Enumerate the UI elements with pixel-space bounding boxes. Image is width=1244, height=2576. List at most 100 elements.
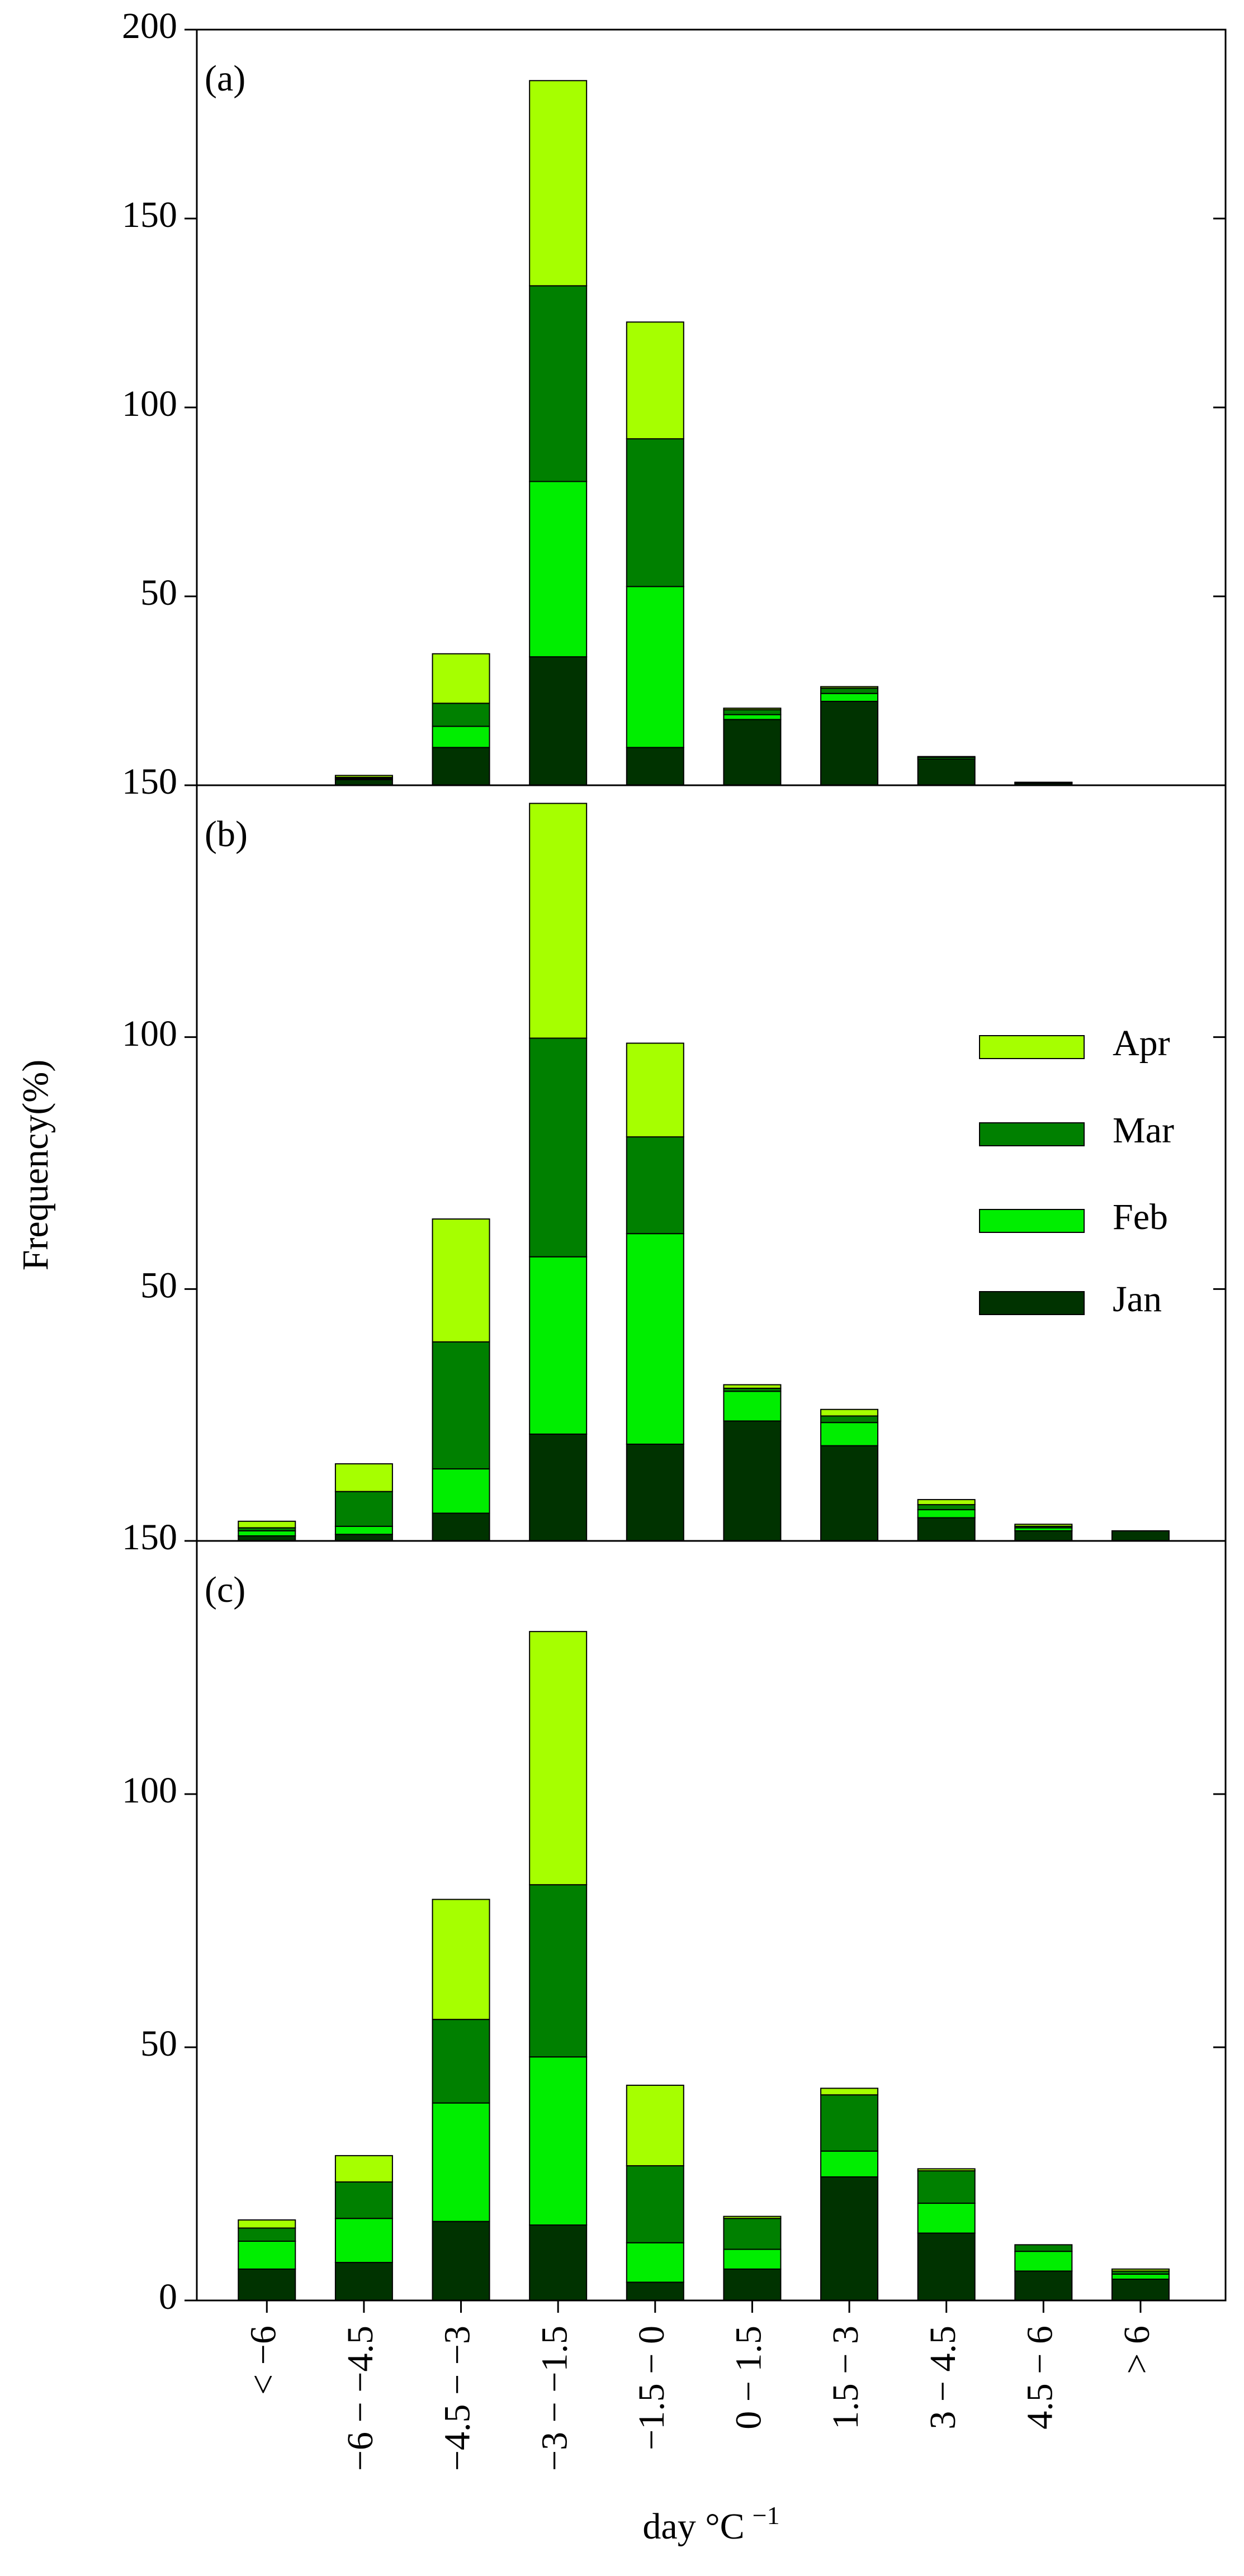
bar-segment <box>626 438 684 587</box>
bar-segment <box>1111 1530 1170 1542</box>
bar-segment <box>626 2281 684 2302</box>
bar-segment <box>626 1136 684 1235</box>
bar-segment <box>529 481 588 658</box>
bar-segment <box>432 1341 490 1470</box>
bar-segment <box>917 1517 976 1541</box>
bar-segment <box>626 747 684 786</box>
bar-segment <box>820 1415 879 1424</box>
bar-segment <box>432 1512 490 1542</box>
bar-segment <box>529 803 588 1039</box>
bar-segment <box>917 2203 976 2234</box>
bar-segment <box>626 586 684 748</box>
y-tick-label: 200 <box>122 6 177 46</box>
bar-segment <box>723 2248 782 2270</box>
bar-segment <box>820 2088 879 2096</box>
bar-segment <box>820 1422 879 1446</box>
bar-segment <box>1014 1524 1073 1527</box>
bar-segment <box>529 656 588 786</box>
bar-segment <box>432 747 490 786</box>
y-tick-label: 150 <box>122 1517 177 1558</box>
bar-segment <box>238 1530 296 1536</box>
x-tick-label: −4.5 − −3 <box>437 2326 478 2471</box>
bar-segment <box>1014 2244 1073 2252</box>
bar-segment <box>529 2056 588 2226</box>
bar-segment <box>626 2165 684 2243</box>
bar-segment <box>1111 2268 1170 2272</box>
y-tick-label: 100 <box>122 1770 177 1811</box>
bar-segment <box>917 2168 976 2172</box>
bar-segment <box>820 1408 879 1417</box>
x-tick-label: −3 − −1.5 <box>534 2326 575 2471</box>
bar-segment <box>334 2218 393 2264</box>
panel-label: (a) <box>205 58 245 99</box>
y-tick-label: 50 <box>140 2023 177 2064</box>
bar-segment <box>820 1445 879 1541</box>
bar-segment <box>917 1509 976 1519</box>
bar-segment <box>626 2242 684 2283</box>
y-tick-label: 150 <box>122 761 177 802</box>
bar-segment <box>723 709 782 715</box>
x-tick-label: 3 − 4.5 <box>923 2326 963 2430</box>
x-axis-label-text: day °C <box>642 2506 744 2547</box>
bar-segment <box>432 703 490 727</box>
y-tick-label: 0 <box>159 1517 177 1558</box>
bar-segment <box>529 285 588 482</box>
bar-segment <box>334 2262 393 2302</box>
bar-segment <box>723 2216 782 2219</box>
bar-segment <box>917 758 976 786</box>
bar-segment <box>334 2155 393 2183</box>
x-tick-label: < −6 <box>243 2326 283 2395</box>
legend-swatch <box>979 1122 1085 1146</box>
bar-segment <box>238 2240 296 2270</box>
bar-segment <box>820 2176 879 2302</box>
legend-swatch <box>979 1291 1085 1315</box>
bar-segment <box>432 653 490 704</box>
legend-label: Jan <box>1113 1279 1162 1320</box>
legend-label: Feb <box>1113 1197 1168 1237</box>
bar-segment <box>1014 2251 1073 2272</box>
bar-segment <box>529 1037 588 1258</box>
bar-segment <box>334 779 393 786</box>
bar-segment <box>723 719 782 786</box>
bar-segment <box>334 775 393 778</box>
x-tick-label: −6 − −4.5 <box>340 2326 381 2471</box>
bar-segment <box>917 1504 976 1511</box>
legend-label: Apr <box>1113 1023 1170 1064</box>
bar-segment <box>820 2094 879 2152</box>
bar-segment <box>432 1899 490 2020</box>
bar-segment <box>1014 2270 1073 2301</box>
bar-segment <box>529 2224 588 2302</box>
bar-segment <box>334 1463 393 1492</box>
bar-segment <box>723 708 782 710</box>
x-tick-label: 0 − 1.5 <box>729 2326 769 2430</box>
bar-segment <box>1014 1530 1073 1542</box>
bar-segment <box>820 686 879 689</box>
legend-label: Mar <box>1113 1110 1174 1151</box>
bar-segment <box>820 700 879 786</box>
x-axis-label: day °C −1 <box>642 2501 779 2547</box>
bar-segment <box>723 2268 782 2301</box>
panel-label: (c) <box>205 1569 245 1610</box>
bar-segment <box>238 2219 296 2229</box>
bar-segment <box>529 1433 588 1541</box>
x-tick-label: 1.5 − 3 <box>825 2326 866 2430</box>
bar-segment <box>432 2221 490 2302</box>
panel-label: (b) <box>205 814 248 855</box>
bar-segment <box>334 1525 393 1535</box>
bar-segment <box>626 2084 684 2167</box>
bar-segment <box>820 692 879 702</box>
y-tick-label: 100 <box>122 1013 177 1054</box>
bar-segment <box>723 1420 782 1541</box>
bar-segment <box>626 1233 684 1445</box>
bar-segment <box>238 1520 296 1529</box>
bar-segment <box>432 2019 490 2104</box>
bar-segment <box>432 1468 490 1514</box>
x-tick-label: 4.5 − 6 <box>1019 2326 1060 2430</box>
bar-segment <box>1014 781 1073 784</box>
bar-segment <box>432 2102 490 2222</box>
bar-segment <box>917 2170 976 2204</box>
bar-segment <box>1111 2278 1170 2301</box>
bar-segment <box>917 1499 976 1506</box>
bar-segment <box>626 321 684 440</box>
